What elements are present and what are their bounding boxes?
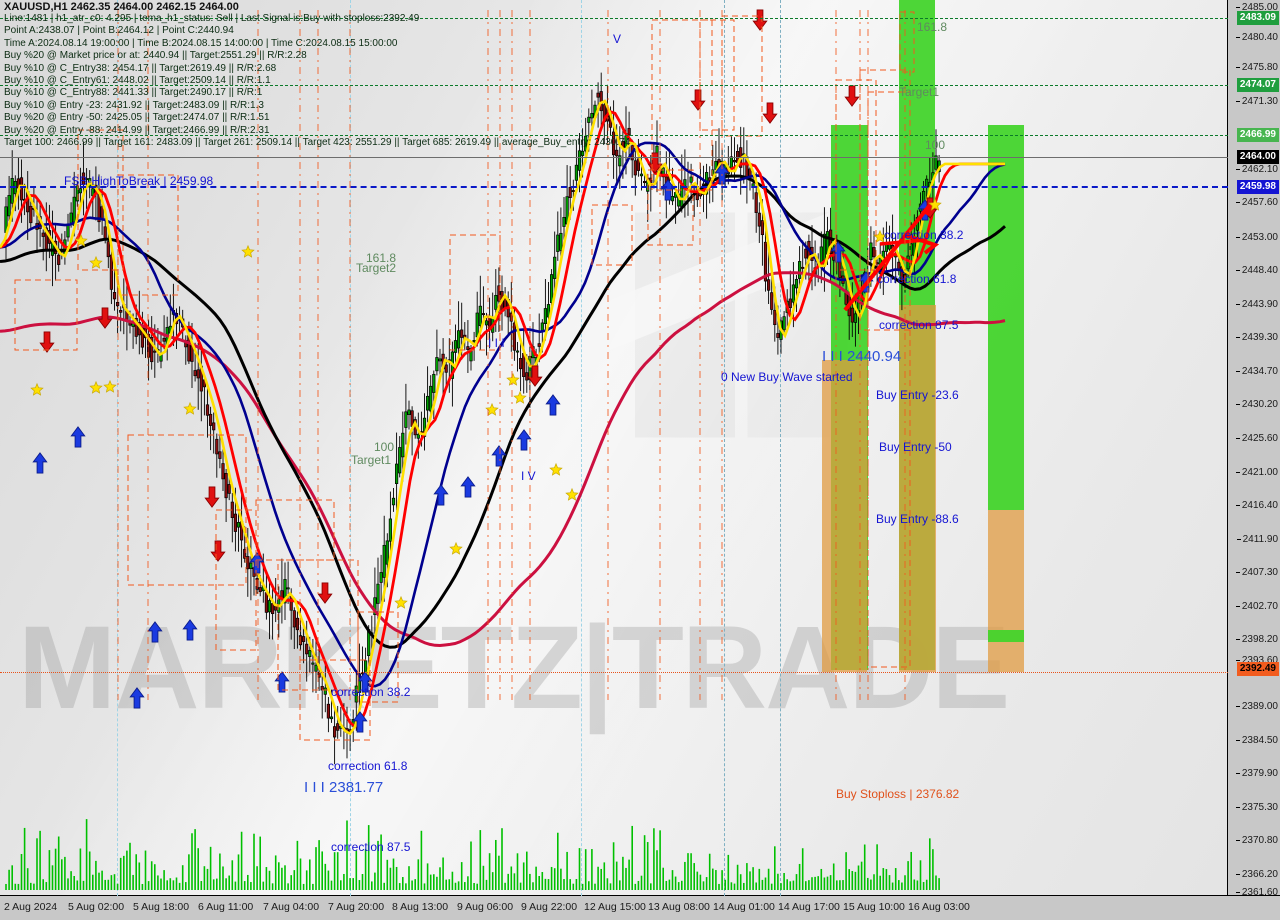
price-tick-12: 2425.60 [1235, 434, 1278, 444]
price-tick-2: 2475.80 [1235, 63, 1278, 73]
target1-right-label: Target1 [899, 85, 940, 99]
price-tick-24: 2370.80 [1235, 836, 1278, 846]
price-tick-25: 2366.20 [1235, 870, 1278, 880]
fsb-high-label[interactable]: 2459.98 [1236, 180, 1279, 194]
price-tick-0: 2485.00 [1235, 3, 1278, 13]
price-tick-11: 2430.20 [1235, 400, 1278, 410]
time-tick-13: 15 Aug 10:00 [843, 901, 905, 913]
info-line-2: Time A:2024.08.14 19:00:00 | Time B:2024… [4, 37, 398, 49]
price-tick-15: 2411.90 [1236, 535, 1278, 545]
correction-382-left: correction 38.2 [331, 685, 411, 699]
buy-entry-886-label: Buy Entry -88.6 [876, 512, 959, 526]
wave-v-label: V [613, 32, 622, 46]
info-line-1: Point A:2438.07 | Point B:2464.12 | Poin… [4, 25, 234, 37]
time-tick-0: 2 Aug 2024 [4, 901, 58, 913]
fsb-hightobreak-label: FSB-HighToBreak | 2459.98 [64, 174, 214, 188]
price-tick-16: 2407.30 [1235, 568, 1278, 578]
chart-plot-area[interactable]: MARKETZ|TRADE XAUUSD,H1 2462.35 246 [0, 0, 1228, 896]
entry-zone-green-3 [988, 125, 1024, 510]
price-tick-23: 2375.30 [1235, 803, 1278, 813]
price-tick-26: 2361.60 [1235, 888, 1278, 898]
strategy-info-lines: Line:1481 | h1_atr_c0: 4.295 | tema_h1_s… [4, 13, 630, 149]
price-tick-4: 2462.10 [1235, 165, 1278, 175]
price-tick-13: 2421.00 [1235, 468, 1278, 478]
price-tick-10: 2434.70 [1235, 367, 1278, 377]
info-line-7: Buy %10 @ Entry -23: 2431.92 || Target:2… [4, 99, 264, 111]
point-c-price-label: I I I 2440.94 [822, 348, 902, 365]
info-line-3: Buy %20 @ Market price or at: 2440.94 ||… [4, 50, 307, 62]
fib-1618-right-label: 161.8 [917, 20, 948, 34]
fib-100-right-label: 100 [925, 138, 946, 152]
entry-zone-orange-3 [988, 510, 1024, 672]
info-line-5: Buy %10 @ C_Entry61: 2448.02 || Target:2… [4, 75, 271, 87]
time-tick-5: 7 Aug 20:00 [328, 901, 385, 913]
time-axis[interactable]: 2 Aug 2024 5 Aug 02:00 5 Aug 18:00 6 Aug 11… [0, 895, 1280, 920]
time-tick-10: 13 Aug 08:00 [648, 901, 710, 913]
price-tick-19: 2393.60 [1235, 656, 1278, 666]
correction-618-right: correction 61.8 [877, 272, 957, 286]
level-target-261 [0, 85, 1228, 86]
price-tick-7: 2448.40 [1235, 266, 1278, 276]
price-tick-14: 2416.40 [1235, 501, 1278, 511]
level-stoploss [0, 672, 1228, 673]
chart-info-panel: XAUUSD,H1 2462.35 2464.00 2462.15 2464.0… [4, 1, 630, 149]
entry-zone-orange-1 [822, 360, 867, 672]
wave-iv-label: I V [521, 469, 536, 483]
info-line-6: Buy %10 @ C_Entry88: 2441.33 || Target:2… [4, 87, 263, 99]
target2-label: Target2 [356, 261, 397, 275]
price-tick-22: 2379.90 [1235, 769, 1278, 779]
price-tick-1: 2480.40 [1235, 33, 1278, 43]
time-tick-9: 12 Aug 15:00 [584, 901, 646, 913]
target-50-label[interactable]: 2474.07 [1236, 78, 1279, 92]
price-tick-6: 2453.00 [1235, 233, 1278, 243]
correction-382-right: correction 38.2 [884, 228, 964, 242]
price-axis[interactable]: 2485.00 2480.40 2475.80 2471.30 2462.10 2457.… [1227, 0, 1280, 898]
target-161-label[interactable]: 2483.09 [1236, 11, 1279, 25]
time-tick-3: 6 Aug 11:00 [198, 901, 254, 913]
symbol-ohlc-line: XAUUSD,H1 2462.35 2464.00 2462.15 2464.0… [4, 1, 239, 13]
time-tick-12: 14 Aug 17:00 [778, 901, 840, 913]
correction-618-left: correction 61.8 [328, 759, 408, 773]
price-tick-17: 2402.70 [1235, 602, 1278, 612]
time-tick-11: 14 Aug 01:00 [713, 901, 775, 913]
time-tick-4: 7 Aug 04:00 [263, 901, 320, 913]
info-line-9: Buy %20 @ Entry -88: 2414.99 || Target:2… [4, 124, 270, 136]
correction-875-right: correction 87.5 [879, 318, 959, 332]
wave-iii-label: I I I [488, 336, 505, 350]
time-tick-7: 9 Aug 06:00 [457, 901, 514, 913]
price-tick-21: 2384.50 [1235, 736, 1278, 746]
price-tick-3: 2471.30 [1235, 97, 1278, 107]
time-tick-14: 16 Aug 03:00 [908, 901, 970, 913]
swing-low-price-label: I I I 2381.77 [304, 779, 384, 796]
info-line-10: Target 100: 2466.99 || Target 161: 2483.… [4, 137, 631, 149]
time-tick-2: 5 Aug 18:00 [133, 901, 190, 913]
price-tick-8: 2443.90 [1235, 300, 1278, 310]
level-target-161 [0, 18, 1228, 19]
time-tick-6: 8 Aug 13:00 [392, 901, 449, 913]
fib-100-left-label: 100 [374, 440, 395, 454]
correction-875-left: correction 87.5 [331, 840, 411, 854]
info-line-8: Buy %20 @ Entry -50: 2425.05 || Target:2… [4, 112, 270, 124]
price-tick-9: 2439.30 [1235, 333, 1278, 343]
last-price-label[interactable]: 2464.00 [1236, 150, 1279, 164]
buy-entry-50-label: Buy Entry -50 [879, 440, 952, 454]
small-green-cap [988, 630, 1024, 642]
price-tick-20: 2389.00 [1235, 702, 1278, 712]
time-tick-1: 5 Aug 02:00 [68, 901, 125, 913]
price-tick-5: 2457.60 [1235, 198, 1278, 208]
buy-entry-236-label: Buy Entry -23.6 [876, 388, 959, 402]
new-buy-wave-label: 0 New Buy Wave started [721, 370, 853, 384]
time-tick-8: 9 Aug 22:00 [521, 901, 578, 913]
stoploss-label[interactable]: 2392.49 [1236, 662, 1279, 676]
entry-zone-orange-2 [899, 305, 936, 672]
price-tick-18: 2398.20 [1235, 635, 1278, 645]
info-line-0: Line:1481 | h1_atr_c0: 4.295 | tema_h1_s… [4, 13, 420, 24]
level-last-price [0, 157, 1228, 158]
target-100-label[interactable]: 2466.99 [1236, 128, 1279, 142]
target1-left-label: Target1 [351, 453, 392, 467]
buy-stoploss-label: Buy Stoploss | 2376.82 [836, 787, 960, 801]
info-line-4: Buy %10 @ C_Entry38: 2454.17 || Target:2… [4, 62, 277, 74]
